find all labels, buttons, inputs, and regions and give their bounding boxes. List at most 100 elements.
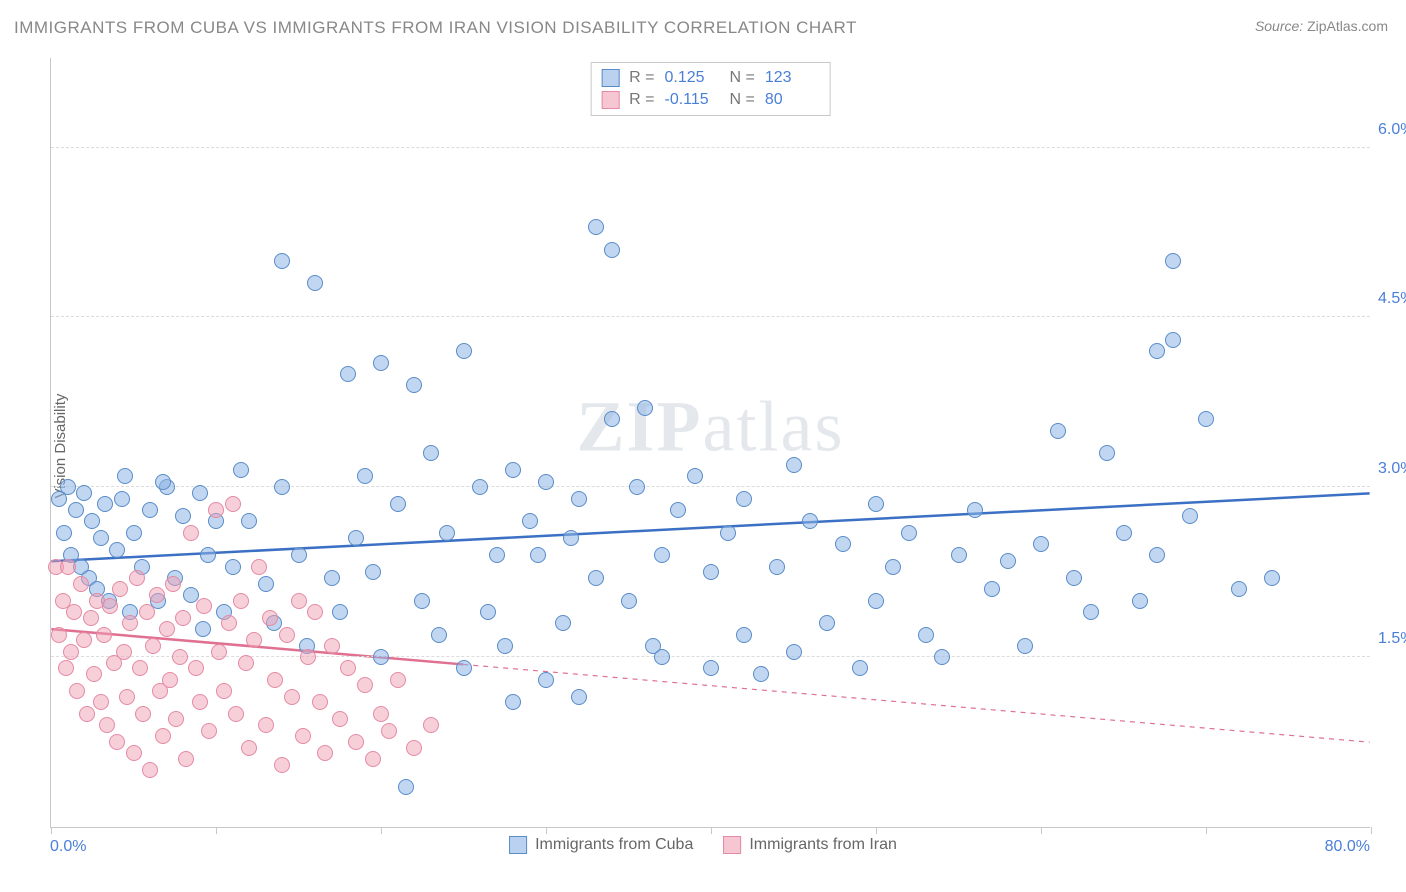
scatter-point xyxy=(73,576,89,592)
scatter-point xyxy=(149,587,165,603)
scatter-point xyxy=(262,610,278,626)
scatter-point xyxy=(225,559,241,575)
scatter-point xyxy=(196,598,212,614)
scatter-point xyxy=(373,355,389,371)
scatter-point xyxy=(967,502,983,518)
scatter-point xyxy=(522,513,538,529)
scatter-point xyxy=(291,593,307,609)
scatter-point xyxy=(86,666,102,682)
x-tick xyxy=(1371,827,1372,834)
r-value-blue: 0.125 xyxy=(665,69,720,87)
watermark-atlas: atlas xyxy=(703,387,845,467)
scatter-point xyxy=(216,683,232,699)
swatch-pink-icon xyxy=(601,91,619,109)
x-axis-min-label: 0.0% xyxy=(50,838,86,856)
scatter-point xyxy=(178,751,194,767)
scatter-point xyxy=(112,581,128,597)
scatter-point xyxy=(1198,411,1214,427)
scatter-point xyxy=(538,474,554,490)
scatter-point xyxy=(786,644,802,660)
scatter-point xyxy=(497,638,513,654)
scatter-point xyxy=(175,610,191,626)
scatter-point xyxy=(786,457,802,473)
scatter-point xyxy=(58,660,74,676)
scatter-point xyxy=(126,525,142,541)
scatter-point xyxy=(233,462,249,478)
scatter-point xyxy=(1083,604,1099,620)
scatter-point xyxy=(951,547,967,563)
scatter-point xyxy=(225,496,241,512)
scatter-point xyxy=(472,479,488,495)
scatter-point xyxy=(1165,332,1181,348)
scatter-point xyxy=(480,604,496,620)
trend-lines-svg xyxy=(51,58,1370,827)
scatter-point xyxy=(168,711,184,727)
scatter-point xyxy=(885,559,901,575)
swatch-blue-icon xyxy=(509,836,527,854)
scatter-point xyxy=(192,694,208,710)
x-tick xyxy=(711,827,712,834)
scatter-point xyxy=(918,627,934,643)
watermark-zip: ZIP xyxy=(577,387,703,467)
scatter-point xyxy=(60,479,76,495)
scatter-point xyxy=(139,604,155,620)
scatter-point xyxy=(195,621,211,637)
scatter-point xyxy=(307,275,323,291)
gridline xyxy=(51,486,1370,487)
scatter-point xyxy=(241,513,257,529)
n-value-pink: 80 xyxy=(765,91,820,109)
legend-item-iran: Immigrants from Iran xyxy=(723,836,897,854)
scatter-point xyxy=(819,615,835,631)
scatter-point xyxy=(267,672,283,688)
scatter-point xyxy=(456,343,472,359)
scatter-point xyxy=(588,570,604,586)
scatter-point xyxy=(68,502,84,518)
scatter-point xyxy=(1264,570,1280,586)
scatter-point xyxy=(241,740,257,756)
scatter-point xyxy=(348,530,364,546)
scatter-point xyxy=(505,694,521,710)
scatter-point xyxy=(56,525,72,541)
scatter-point xyxy=(135,706,151,722)
gridline xyxy=(51,316,1370,317)
n-label: N = xyxy=(730,69,755,87)
scatter-point xyxy=(423,717,439,733)
scatter-point xyxy=(279,627,295,643)
scatter-point xyxy=(332,604,348,620)
scatter-point xyxy=(117,468,133,484)
scatter-point xyxy=(505,462,521,478)
scatter-point xyxy=(238,655,254,671)
n-value-blue: 123 xyxy=(765,69,820,87)
scatter-point xyxy=(654,547,670,563)
scatter-point xyxy=(79,706,95,722)
y-tick-label: 4.5% xyxy=(1378,290,1406,308)
stats-row-blue: R = 0.125 N = 123 xyxy=(601,67,820,89)
x-tick xyxy=(546,827,547,834)
x-axis-max-label: 80.0% xyxy=(1325,838,1370,856)
watermark: ZIPatlas xyxy=(577,386,845,469)
scatter-point xyxy=(373,706,389,722)
scatter-point xyxy=(116,644,132,660)
scatter-point xyxy=(373,649,389,665)
scatter-point xyxy=(489,547,505,563)
scatter-point xyxy=(200,547,216,563)
scatter-point xyxy=(274,253,290,269)
series-legend: Immigrants from Cuba Immigrants from Ira… xyxy=(509,836,897,854)
legend-label-iran: Immigrants from Iran xyxy=(749,836,897,854)
plot-area: ZIPatlas R = 0.125 N = 123 R = -0.115 N … xyxy=(50,58,1370,828)
scatter-point xyxy=(357,468,373,484)
y-tick-label: 1.5% xyxy=(1378,630,1406,648)
scatter-point xyxy=(102,598,118,614)
swatch-pink-icon xyxy=(723,836,741,854)
scatter-point xyxy=(175,508,191,524)
scatter-point xyxy=(142,502,158,518)
x-tick xyxy=(381,827,382,834)
scatter-point xyxy=(51,627,67,643)
source-attribution: Source: ZipAtlas.com xyxy=(1255,18,1388,34)
scatter-point xyxy=(736,491,752,507)
scatter-point xyxy=(183,525,199,541)
scatter-point xyxy=(165,576,181,592)
n-label: N = xyxy=(730,91,755,109)
scatter-point xyxy=(324,638,340,654)
scatter-point xyxy=(114,491,130,507)
